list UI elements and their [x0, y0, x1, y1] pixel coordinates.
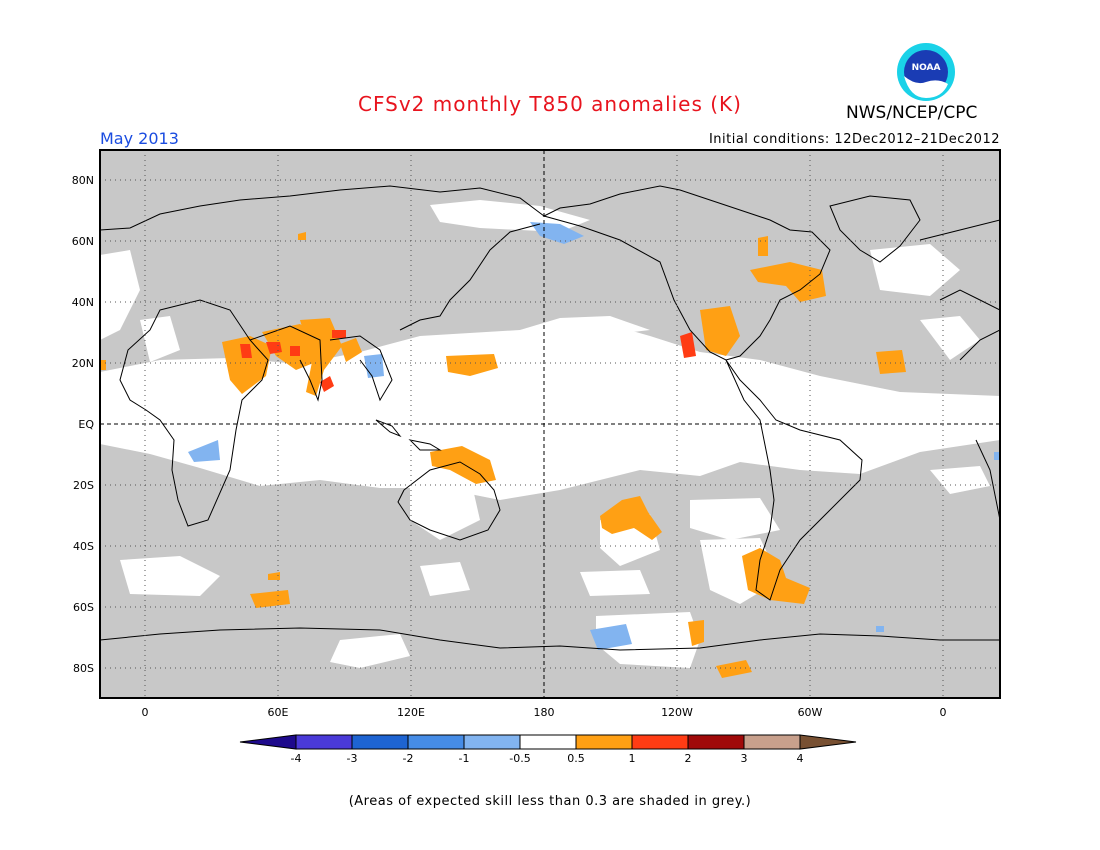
colorbar-tick: -0.5: [509, 752, 530, 765]
agency-label: NWS/NCEP/CPC: [846, 103, 978, 123]
map-frame: [99, 149, 1001, 699]
lat-label: 20N: [72, 357, 94, 370]
colorbar-bin: [687, 734, 745, 750]
lat-label: 20S: [73, 479, 94, 492]
warm-anomaly-1-2: [240, 330, 696, 392]
colorbar-bin: [407, 734, 465, 750]
lon-label: 180: [534, 706, 555, 719]
colorbar-bin: [519, 734, 577, 750]
colorbar-tick: 1: [629, 752, 636, 765]
lon-label: 120E: [397, 706, 425, 719]
colorbar-tick: -2: [403, 752, 414, 765]
colorbar-bin: [239, 734, 297, 750]
svg-text:NOAA: NOAA: [912, 63, 941, 73]
colorbar-tick: -3: [347, 752, 358, 765]
colorbar-bin: [575, 734, 633, 750]
initial-conditions: Initial conditions: 12Dec2012–21Dec2012: [708, 132, 1000, 147]
lat-label: EQ: [78, 418, 94, 431]
equator-dateline: [100, 150, 1000, 698]
graticule: [100, 150, 1000, 698]
lat-label: 40N: [72, 296, 94, 309]
colorbar-bin: [743, 734, 801, 750]
lat-label: 40S: [73, 540, 94, 553]
colorbar: [239, 734, 857, 750]
lon-label: 120W: [661, 706, 693, 719]
colorbar-tick: 0.5: [567, 752, 585, 765]
chart-title: CFSv2 monthly T850 anomalies (K): [358, 92, 742, 116]
lon-label: 60W: [798, 706, 823, 719]
colorbar-tick: 3: [741, 752, 748, 765]
forecast-month: May 2013: [100, 129, 179, 148]
colorbar-bin: [799, 734, 857, 750]
colorbar-tick: -1: [459, 752, 470, 765]
footnote: (Areas of expected skill less than 0.3 a…: [348, 794, 752, 809]
colorbar-tick: 4: [797, 752, 804, 765]
lon-label: 0: [142, 706, 149, 719]
lon-label: 0: [940, 706, 947, 719]
noaa-logo: NOAA: [897, 43, 955, 101]
lon-label: 60E: [268, 706, 289, 719]
colorbar-bin: [351, 734, 409, 750]
colorbar-bin: [463, 734, 521, 750]
colorbar-tick: -4: [291, 752, 302, 765]
colorbar-tick: 2: [685, 752, 692, 765]
lat-label: 80N: [72, 174, 94, 187]
lat-label: 80S: [73, 662, 94, 675]
lat-label: 60N: [72, 235, 94, 248]
lat-label: 60S: [73, 601, 94, 614]
warm-anomaly-0.5-1: [100, 232, 906, 678]
colorbar-bin: [631, 734, 689, 750]
colorbar-bin: [295, 734, 353, 750]
